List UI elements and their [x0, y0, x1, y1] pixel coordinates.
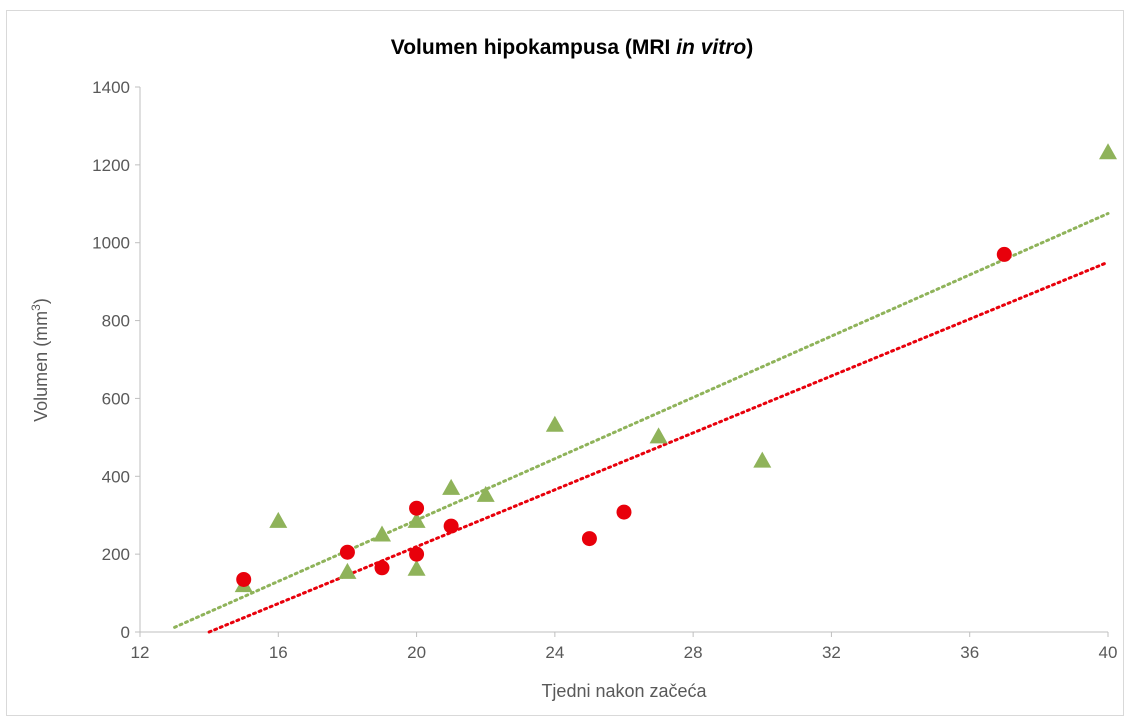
- x-tick-label: 20: [407, 643, 426, 662]
- x-axis-title: Tjedni nakon začeća: [541, 681, 707, 701]
- circle-marker: [236, 571, 252, 587]
- triangle-marker: [269, 511, 288, 528]
- triangle-marker: [753, 451, 772, 468]
- circle-marker: [616, 504, 632, 520]
- chart-frame: Volumen hipokampusa (MRI in vitro) 0 200 4…: [6, 10, 1124, 716]
- y-tick-label: 400: [102, 467, 130, 486]
- chart-title-italic: in vitro: [676, 36, 746, 59]
- circle-marker: [443, 518, 459, 534]
- triangle-marker: [338, 562, 357, 579]
- trendlines: [173, 212, 1110, 634]
- circle-marker: [409, 500, 425, 516]
- x-tick-label: 28: [684, 643, 703, 662]
- x-tick-label: 40: [1099, 643, 1118, 662]
- y-axis-title-superscript: 3: [29, 304, 43, 311]
- y-tick-label: 600: [102, 389, 130, 408]
- circle-marker: [996, 246, 1012, 262]
- y-tick-label: 200: [102, 545, 130, 564]
- data-markers: [234, 143, 1117, 593]
- y-tick-label: 800: [102, 312, 130, 331]
- chart-title-prefix: Volumen hipokampusa (MRI: [391, 36, 676, 59]
- y-tick-label: 0: [121, 623, 130, 642]
- y-tick-label: 1000: [92, 234, 130, 253]
- triangle-marker: [545, 415, 564, 432]
- circle-marker: [409, 546, 425, 562]
- y-tick-label: 1200: [92, 156, 130, 175]
- x-tick-label: 24: [545, 643, 564, 662]
- x-tick-label: 36: [960, 643, 979, 662]
- chart-title: Volumen hipokampusa (MRI in vitro): [391, 36, 753, 59]
- triangle-marker: [1099, 143, 1117, 160]
- trendline-series-2: [173, 212, 1110, 629]
- y-axis-title-main: Volumen (mm: [31, 311, 51, 422]
- circle-marker: [339, 544, 355, 560]
- trendline-series-1: [207, 260, 1110, 634]
- scatter-chart: Volumen hipokampusa (MRI in vitro) 0 200 4…: [29, 36, 1118, 701]
- circle-marker: [581, 531, 597, 547]
- y-axis-title: Volumen (mm3): [29, 298, 51, 422]
- x-axis-ticks: 12 16 20 24 28 32 36 40: [131, 632, 1118, 662]
- triangle-marker: [407, 511, 426, 528]
- circle-marker: [374, 560, 390, 576]
- triangle-marker: [476, 485, 495, 502]
- x-tick-label: 32: [822, 643, 841, 662]
- triangle-marker: [649, 427, 668, 444]
- y-tick-label: 1400: [92, 78, 130, 97]
- chart-title-suffix: ): [746, 36, 753, 59]
- triangle-marker: [442, 478, 461, 495]
- x-tick-label: 16: [269, 643, 288, 662]
- x-tick-label: 12: [131, 643, 150, 662]
- triangle-marker: [407, 559, 426, 576]
- triangle-marker: [373, 525, 391, 542]
- y-axis-title-close: ): [31, 298, 51, 304]
- y-axis-ticks: 0 200 400 600 800 1000 1200 1400: [92, 78, 140, 642]
